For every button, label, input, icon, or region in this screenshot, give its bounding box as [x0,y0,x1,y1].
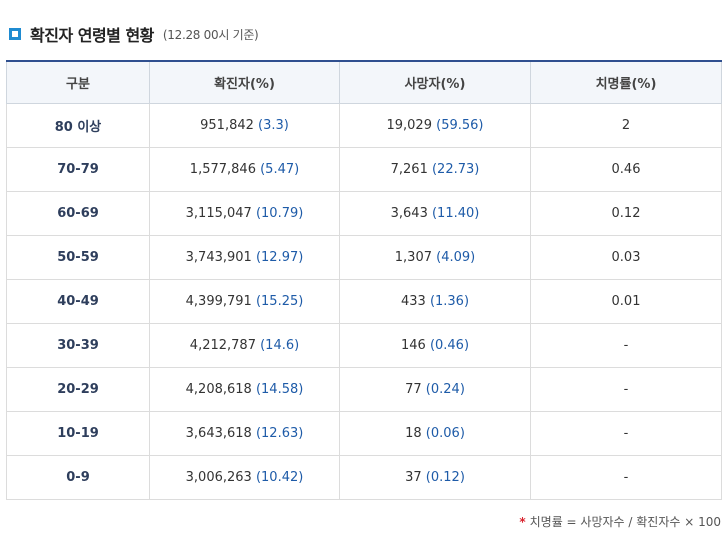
confirmed-count: 3,115,047 [185,206,252,221]
confirmed-percent: (14.58) [255,382,304,397]
table-row: 50-59 3,743,901 (12.97) 1,307 (4.09) 0.03 [6,235,722,280]
fatality-rate-cell: - [530,323,722,368]
deaths-count: 433 [400,294,426,309]
deaths-cell: 1,307 (4.09) [339,235,531,280]
confirmed-count: 4,212,787 [189,338,256,353]
table-header: 구분 확진자(%) 사망자(%) 치명률(%) [6,60,722,104]
confirmed-cell: 3,115,047 (10.79) [149,191,340,236]
deaths-count: 77 [405,382,422,397]
deaths-percent: (0.06) [425,426,465,441]
fatality-rate-cell: - [530,367,722,412]
deaths-cell: 18 (0.06) [339,411,531,456]
confirmed-cell: 4,208,618 (14.58) [149,367,340,412]
confirmed-percent: (5.47) [260,162,300,177]
confirmed-percent: (10.79) [255,206,304,221]
confirmed-percent: (14.6) [260,338,300,353]
age-group-cell: 20-29 [6,367,150,412]
square-bullet-icon [9,28,21,40]
deaths-percent: (11.40) [431,206,480,221]
confirmed-count: 951,842 [200,118,254,133]
header-row: 구분 확진자(%) 사망자(%) 치명률(%) [6,60,722,104]
confirmed-cell: 1,577,846 (5.47) [149,147,340,192]
confirmed-cell: 3,643,618 (12.63) [149,411,340,456]
header-category: 구분 [6,60,150,104]
deaths-cell: 146 (0.46) [339,323,531,368]
deaths-count: 1,307 [394,250,432,265]
header-fatality: 치명률(%) [530,60,722,104]
deaths-cell: 433 (1.36) [339,279,531,324]
table-body: 80 이상 951,842 (3.3) 19,029 (59.56) 2 70-79 1,… [6,103,722,500]
confirmed-percent: (3.3) [258,118,289,133]
footnote: * 치명률 = 사망자수 / 확진자수 × 100 [519,513,721,530]
confirmed-percent: (15.25) [255,294,304,309]
fatality-rate-cell: 0.01 [530,279,722,324]
age-group-cell: 0-9 [6,455,150,500]
section-title: 확진자 연령별 현황 (12.28 00시 기준) [9,22,259,46]
confirmed-cell: 4,399,791 (15.25) [149,279,340,324]
deaths-cell: 37 (0.12) [339,455,531,500]
deaths-count: 37 [405,470,422,485]
footnote-marker: * [519,515,526,529]
confirmed-count: 1,577,846 [189,162,256,177]
deaths-cell: 3,643 (11.40) [339,191,531,236]
deaths-cell: 77 (0.24) [339,367,531,412]
age-group-cell: 80 이상 [6,103,150,148]
confirmed-percent: (12.97) [255,250,304,265]
fatality-rate-cell: - [530,411,722,456]
confirmed-percent: (12.63) [255,426,304,441]
fatality-rate-cell: 0.03 [530,235,722,280]
deaths-count: 19,029 [386,118,432,133]
confirmed-cell: 3,743,901 (12.97) [149,235,340,280]
age-group-cell: 60-69 [6,191,150,236]
header-deaths: 사망자(%) [339,60,531,104]
fatality-rate-cell: - [530,455,722,500]
age-group-cell: 40-49 [6,279,150,324]
page-title: 확진자 연령별 현황 [30,26,154,45]
confirmed-cell: 3,006,263 (10.42) [149,455,340,500]
table-row: 60-69 3,115,047 (10.79) 3,643 (11.40) 0.12 [6,191,722,236]
reference-time: (12.28 00시 기준) [162,27,259,42]
confirmed-count: 4,399,791 [185,294,252,309]
table-row: 10-19 3,643,618 (12.63) 18 (0.06) - [6,411,722,456]
age-stats-table: 구분 확진자(%) 사망자(%) 치명률(%) 80 이상 951,842 (3.… [6,60,722,500]
age-group-cell: 70-79 [6,147,150,192]
table-row: 30-39 4,212,787 (14.6) 146 (0.46) - [6,323,722,368]
deaths-count: 3,643 [390,206,428,221]
deaths-count: 7,261 [390,162,428,177]
deaths-cell: 7,261 (22.73) [339,147,531,192]
confirmed-cell: 4,212,787 (14.6) [149,323,340,368]
deaths-percent: (0.46) [429,338,470,353]
header-confirmed: 확진자(%) [149,60,340,104]
deaths-percent: (59.56) [436,118,484,133]
table-row: 0-9 3,006,263 (10.42) 37 (0.12) - [6,455,722,500]
deaths-count: 18 [405,426,422,441]
fatality-rate-cell: 2 [530,103,722,148]
age-group-cell: 50-59 [6,235,150,280]
confirmed-count: 3,006,263 [185,470,252,485]
confirmed-percent: (10.42) [255,470,304,485]
deaths-percent: (22.73) [431,162,480,177]
deaths-cell: 19,029 (59.56) [339,103,531,148]
deaths-percent: (0.12) [425,470,465,485]
confirmed-count: 3,743,901 [185,250,252,265]
deaths-percent: (1.36) [429,294,470,309]
table-row: 40-49 4,399,791 (15.25) 433 (1.36) 0.01 [6,279,722,324]
age-group-cell: 10-19 [6,411,150,456]
table-row: 70-79 1,577,846 (5.47) 7,261 (22.73) 0.46 [6,147,722,192]
table-row: 20-29 4,208,618 (14.58) 77 (0.24) - [6,367,722,412]
confirmed-cell: 951,842 (3.3) [149,103,340,148]
deaths-percent: (0.24) [425,382,465,397]
confirmed-count: 3,643,618 [185,426,252,441]
fatality-rate-cell: 0.46 [530,147,722,192]
fatality-rate-cell: 0.12 [530,191,722,236]
footnote-text: 치명률 = 사망자수 / 확진자수 × 100 [529,515,721,529]
confirmed-count: 4,208,618 [185,382,252,397]
deaths-percent: (4.09) [436,250,476,265]
table-row: 80 이상 951,842 (3.3) 19,029 (59.56) 2 [6,103,722,148]
age-group-cell: 30-39 [6,323,150,368]
deaths-count: 146 [400,338,426,353]
